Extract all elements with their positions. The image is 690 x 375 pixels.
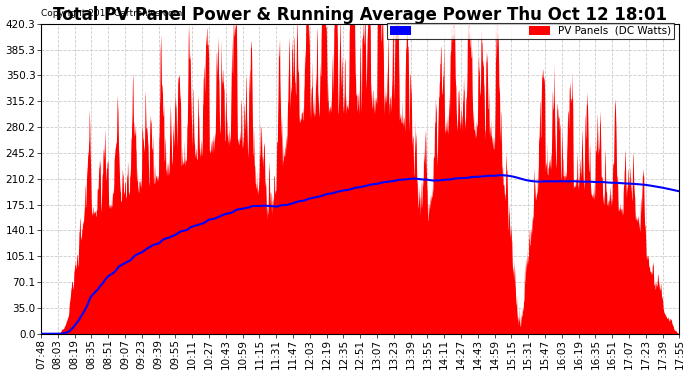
- Text: Copyright 2017 Cartronics.com: Copyright 2017 Cartronics.com: [41, 9, 182, 18]
- Title: Total PV Panel Power & Running Average Power Thu Oct 12 18:01: Total PV Panel Power & Running Average P…: [53, 6, 667, 24]
- Legend: Average  (DC Watts), PV Panels  (DC Watts): Average (DC Watts), PV Panels (DC Watts): [386, 23, 674, 39]
